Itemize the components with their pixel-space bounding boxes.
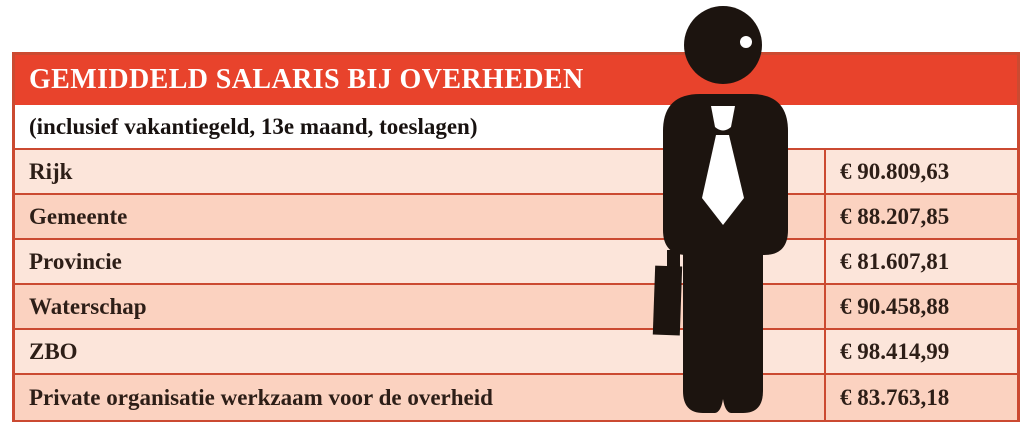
table-row: Provincie € 81.607,81 (15, 240, 1017, 285)
row-value: € 90.458,88 (824, 285, 1017, 328)
row-label: Provincie (29, 248, 122, 274)
subtitle-text: (inclusief vakantiegeld, 13e maand, toes… (29, 113, 478, 139)
row-label: Gemeente (29, 203, 128, 229)
row-value: € 88.207,85 (824, 195, 1017, 238)
row-value: € 90.809,63 (824, 150, 1017, 193)
table-row: Waterschap € 90.458,88 (15, 285, 1017, 330)
row-label: Waterschap (29, 293, 147, 319)
table-row: ZBO € 98.414,99 (15, 330, 1017, 375)
subtitle-row: (inclusief vakantiegeld, 13e maand, toes… (15, 105, 1017, 150)
table-row: Private organisatie werkzaam voor de ove… (15, 375, 1017, 420)
table-row: Rijk € 90.809,63 (15, 150, 1017, 195)
row-value: € 83.763,18 (824, 375, 1017, 420)
row-label: Rijk (29, 158, 73, 184)
table-row: Gemeente € 88.207,85 (15, 195, 1017, 240)
salary-table-panel: GEMIDDELD SALARIS BIJ OVERHEDEN (inclusi… (12, 52, 1020, 422)
row-value: € 81.607,81 (824, 240, 1017, 283)
page-title: GEMIDDELD SALARIS BIJ OVERHEDEN (29, 64, 584, 95)
row-label: ZBO (29, 338, 78, 364)
row-label: Private organisatie werkzaam voor de ove… (29, 384, 493, 410)
row-value: € 98.414,99 (824, 330, 1017, 373)
title-banner: GEMIDDELD SALARIS BIJ OVERHEDEN (15, 55, 1017, 105)
businessman-eye-highlight (740, 36, 752, 48)
